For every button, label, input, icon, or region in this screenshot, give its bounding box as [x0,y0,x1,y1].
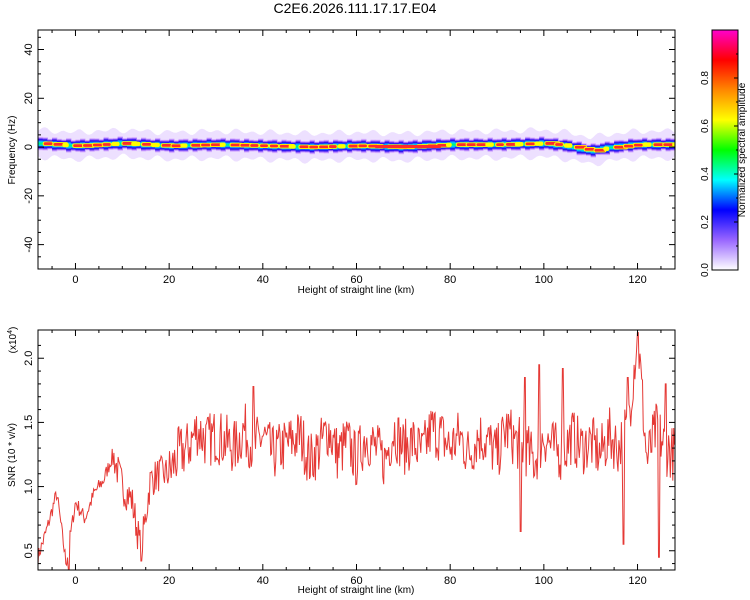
spectrogram-core [337,144,346,149]
bottom-x-tick-label: 0 [72,575,78,587]
figure-title: C2E6.2026.111.17.17.E04 [274,0,437,16]
colorbar-tick-label: 0.8 [700,71,711,85]
bottom-x-tick-label: 120 [628,575,646,587]
spectrogram-peak [260,144,268,148]
spectrogram-core [563,143,573,148]
spectrogram-peak [525,142,535,146]
top-x-tick-label: 80 [444,274,456,286]
spectrogram-core [642,142,652,147]
spectrogram-peak [299,145,309,149]
spectrogram-peak [309,145,319,149]
spectrogram-peak [240,143,252,147]
spectrogram-cell [609,141,615,154]
colorbar-tick-label: 0.2 [700,215,711,229]
spectrogram-core [485,142,494,147]
spectrogram-cell [38,135,44,152]
y-multiplier: (x104) [7,327,19,354]
spectrogram-peak [142,142,151,146]
spectrogram-peak [328,145,337,148]
spectrogram-core [219,142,226,147]
spectrogram-peak [230,143,243,147]
bottom-x-tick-label: 100 [535,575,553,587]
spectrogram-core [150,142,160,148]
spectrogram-peak [269,144,279,148]
spectrogram-peak [633,143,643,147]
spectrogram-cell [450,136,456,154]
spectrogram-peak [191,143,203,147]
top-x-tick-label: 40 [257,274,269,286]
top-x-tick-label: 60 [350,274,362,286]
spectrogram-cell [295,138,301,156]
top-x-tick-label: 100 [535,274,553,286]
spectrogram-core [131,141,141,147]
spectrogram-peak [171,144,182,148]
spectrogram-cell [492,137,498,152]
spectrogram-core [111,141,120,147]
spectrogram-peak [250,144,259,147]
spectrogram-peak [375,144,441,149]
spectrogram-peak [496,143,504,147]
spectrogram-peak [555,143,563,146]
spectrogram-peak [456,143,468,147]
spectrogram-core [514,141,524,147]
colorbar-tick-label: 0.4 [700,167,711,181]
spectrogram-panel: 0 20 40 60 80 100 120 -40 -20 0 20 40 Height of st… [7,29,676,296]
colorbar-label: Normalized spectral amplitude [737,82,748,217]
spectrogram-peak [201,143,211,147]
bottom-x-tick-label: 20 [163,575,175,587]
spectrogram-core [672,142,675,147]
top-y-tick-label: 20 [23,92,35,104]
spectrogram-cell [117,135,123,153]
spectrogram-peak [102,143,111,146]
top-y-tick-label: 0 [23,144,35,150]
spectrogram-peak [358,144,367,148]
spectrogram-peak [653,143,664,147]
spectrogram-peak [466,143,477,147]
spectrogram-core [288,144,296,149]
spectrogram-cell [225,138,231,152]
spectrogram-core [534,141,544,146]
spectrogram-peak [43,142,53,146]
top-x-tick-label: 20 [163,274,175,286]
top-y-tick-label: -40 [23,237,35,253]
spectrogram-peak [574,145,586,149]
top-x-axis-label: Height of straight line (km) [298,285,415,296]
bottom-y-tick-label: 0.5 [23,543,35,558]
spectrogram-core [603,146,610,151]
colorbar-tick-label: 0.6 [700,119,711,133]
spectrogram-peak [83,144,95,147]
bottom-y-axis-label: SNR (10 * v/v) [7,423,18,487]
snr-panel: 0 20 40 60 80 100 120 0.5 1.0 1.5 2.0 Height of s… [7,327,676,596]
colorbar-tick-label: 0.0 [700,263,711,277]
spectrogram-peak [210,143,223,147]
bottom-y-tick-label: 2.0 [23,351,35,366]
top-x-tick-label: 120 [628,274,646,286]
bottom-y-tick-label: 1.5 [23,415,35,430]
spectrogram-peak [594,148,606,152]
spectrogram-peak [476,143,488,147]
bottom-x-tick-label: 40 [257,575,269,587]
top-x-tick-label: 0 [72,274,78,286]
top-y-axis-label: Frequency (Hz) [7,116,18,185]
spectrogram-peak [624,144,634,148]
top-y-tick-label: -20 [23,188,35,204]
spectrogram-peak [584,147,595,151]
bottom-x-tick-label: 60 [350,575,362,587]
spectrogram-core [445,142,452,148]
spectrogram-core [62,142,69,148]
snr-series-line [38,332,675,570]
colorbar: 0.0 0.2 0.4 0.6 0.8 Normalized spectral ampl… [700,29,748,277]
bottom-x-tick-label: 80 [444,575,456,587]
top-y-tick-label: 40 [23,43,35,55]
bottom-y-tick-label: 1.0 [23,479,35,494]
spectrogram-peak [92,143,103,147]
bottom-x-axis-label: Height of straight line (km) [298,585,415,596]
colorbar-scale [711,29,739,271]
spectrogram-core [180,143,188,148]
spectrogram-peak [73,144,83,148]
spectrogram-peak [663,143,675,147]
